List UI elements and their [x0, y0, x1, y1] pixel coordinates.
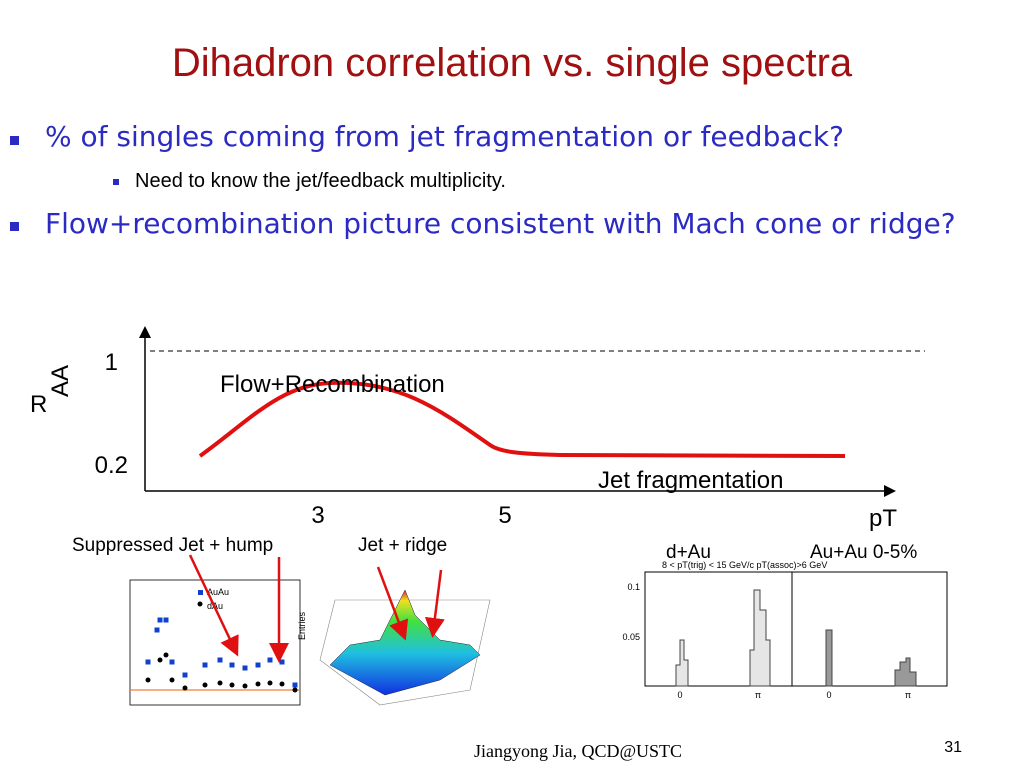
- thumb-point: [169, 677, 175, 683]
- x-tick-label: 3: [311, 502, 324, 529]
- tick-label: 0.05: [622, 632, 640, 642]
- thumb-point: [229, 662, 235, 668]
- y-tick-label: 1: [105, 349, 118, 376]
- left-plot: AuAu dAu: [129, 579, 301, 706]
- legend-entry: AuAu: [207, 587, 229, 597]
- footer: Jiangyong Jia, QCD@USTC: [474, 741, 682, 761]
- thumb-point: [217, 680, 223, 686]
- page-number: 31: [944, 739, 962, 756]
- thumb-point: [163, 652, 169, 658]
- y-label-main: R: [30, 391, 47, 418]
- bullet-marker: [113, 179, 119, 185]
- bullet: Flow+recombination picture consistent wi…: [45, 207, 956, 240]
- panel-label: Au+Au 0-5%: [810, 542, 917, 563]
- thumb-point: [157, 657, 163, 663]
- tick-label: 0.1: [627, 582, 640, 592]
- panel-label: d+Au: [666, 542, 711, 563]
- thumb-point: [145, 677, 151, 683]
- caption: 8 < pT(trig) < 15 GeV/c pT(assoc)>6 GeV: [662, 560, 827, 570]
- thumb-point: [255, 662, 261, 668]
- thumb-point: [292, 687, 298, 693]
- right-plot: 8 < pT(trig) < 15 GeV/c pT(assoc)>6 GeV …: [622, 560, 948, 700]
- thumb-point: [145, 659, 151, 665]
- y-tick-label: 0.2: [95, 452, 128, 479]
- x-label: pT: [869, 505, 897, 532]
- thumb-point: [255, 681, 261, 687]
- y-label-sub: AA: [47, 365, 74, 397]
- tick-label: 0: [826, 690, 831, 700]
- y-label: R: [30, 391, 47, 418]
- panel-label: Jet + ridge: [358, 535, 447, 556]
- thumb-point: [267, 680, 273, 686]
- thumb-point: [169, 659, 175, 665]
- annotation: Flow+Recombination: [220, 371, 445, 398]
- thumb-point: [242, 683, 248, 689]
- sketch-curve: [198, 380, 846, 458]
- thumb-point: [229, 682, 235, 688]
- tick-label: π: [755, 690, 761, 700]
- thumb-point: [279, 681, 285, 687]
- sub-bullet: Need to know the jet/feedback multiplici…: [135, 170, 506, 192]
- thumb-point: [157, 617, 163, 623]
- thumb-point: [217, 657, 223, 663]
- thumb-point: [182, 685, 188, 691]
- x-tick-label: 5: [498, 502, 511, 529]
- bullet-marker: [10, 222, 19, 231]
- tick-label: π: [905, 690, 911, 700]
- thumb-point: [202, 682, 208, 688]
- tick-label: 0: [677, 690, 682, 700]
- panel-label: Suppressed Jet + hump: [72, 535, 273, 556]
- arrows: [188, 554, 445, 663]
- axis-label: Entries: [297, 611, 307, 640]
- thumb-point: [163, 617, 169, 623]
- bullet-marker: [10, 136, 19, 145]
- bullet: % of singles coming from jet fragmentati…: [45, 120, 844, 153]
- thumb-point: [154, 627, 160, 633]
- thumb-point: [267, 657, 273, 663]
- thumb-point: [279, 659, 285, 665]
- thumb-point: [292, 682, 298, 688]
- thumb-point: [242, 665, 248, 671]
- thumb-point: [182, 672, 188, 678]
- thumb-point: [202, 662, 208, 668]
- annotation: Jet fragmentation: [598, 467, 783, 494]
- title: Dihadron correlation vs. single spectra: [172, 41, 853, 85]
